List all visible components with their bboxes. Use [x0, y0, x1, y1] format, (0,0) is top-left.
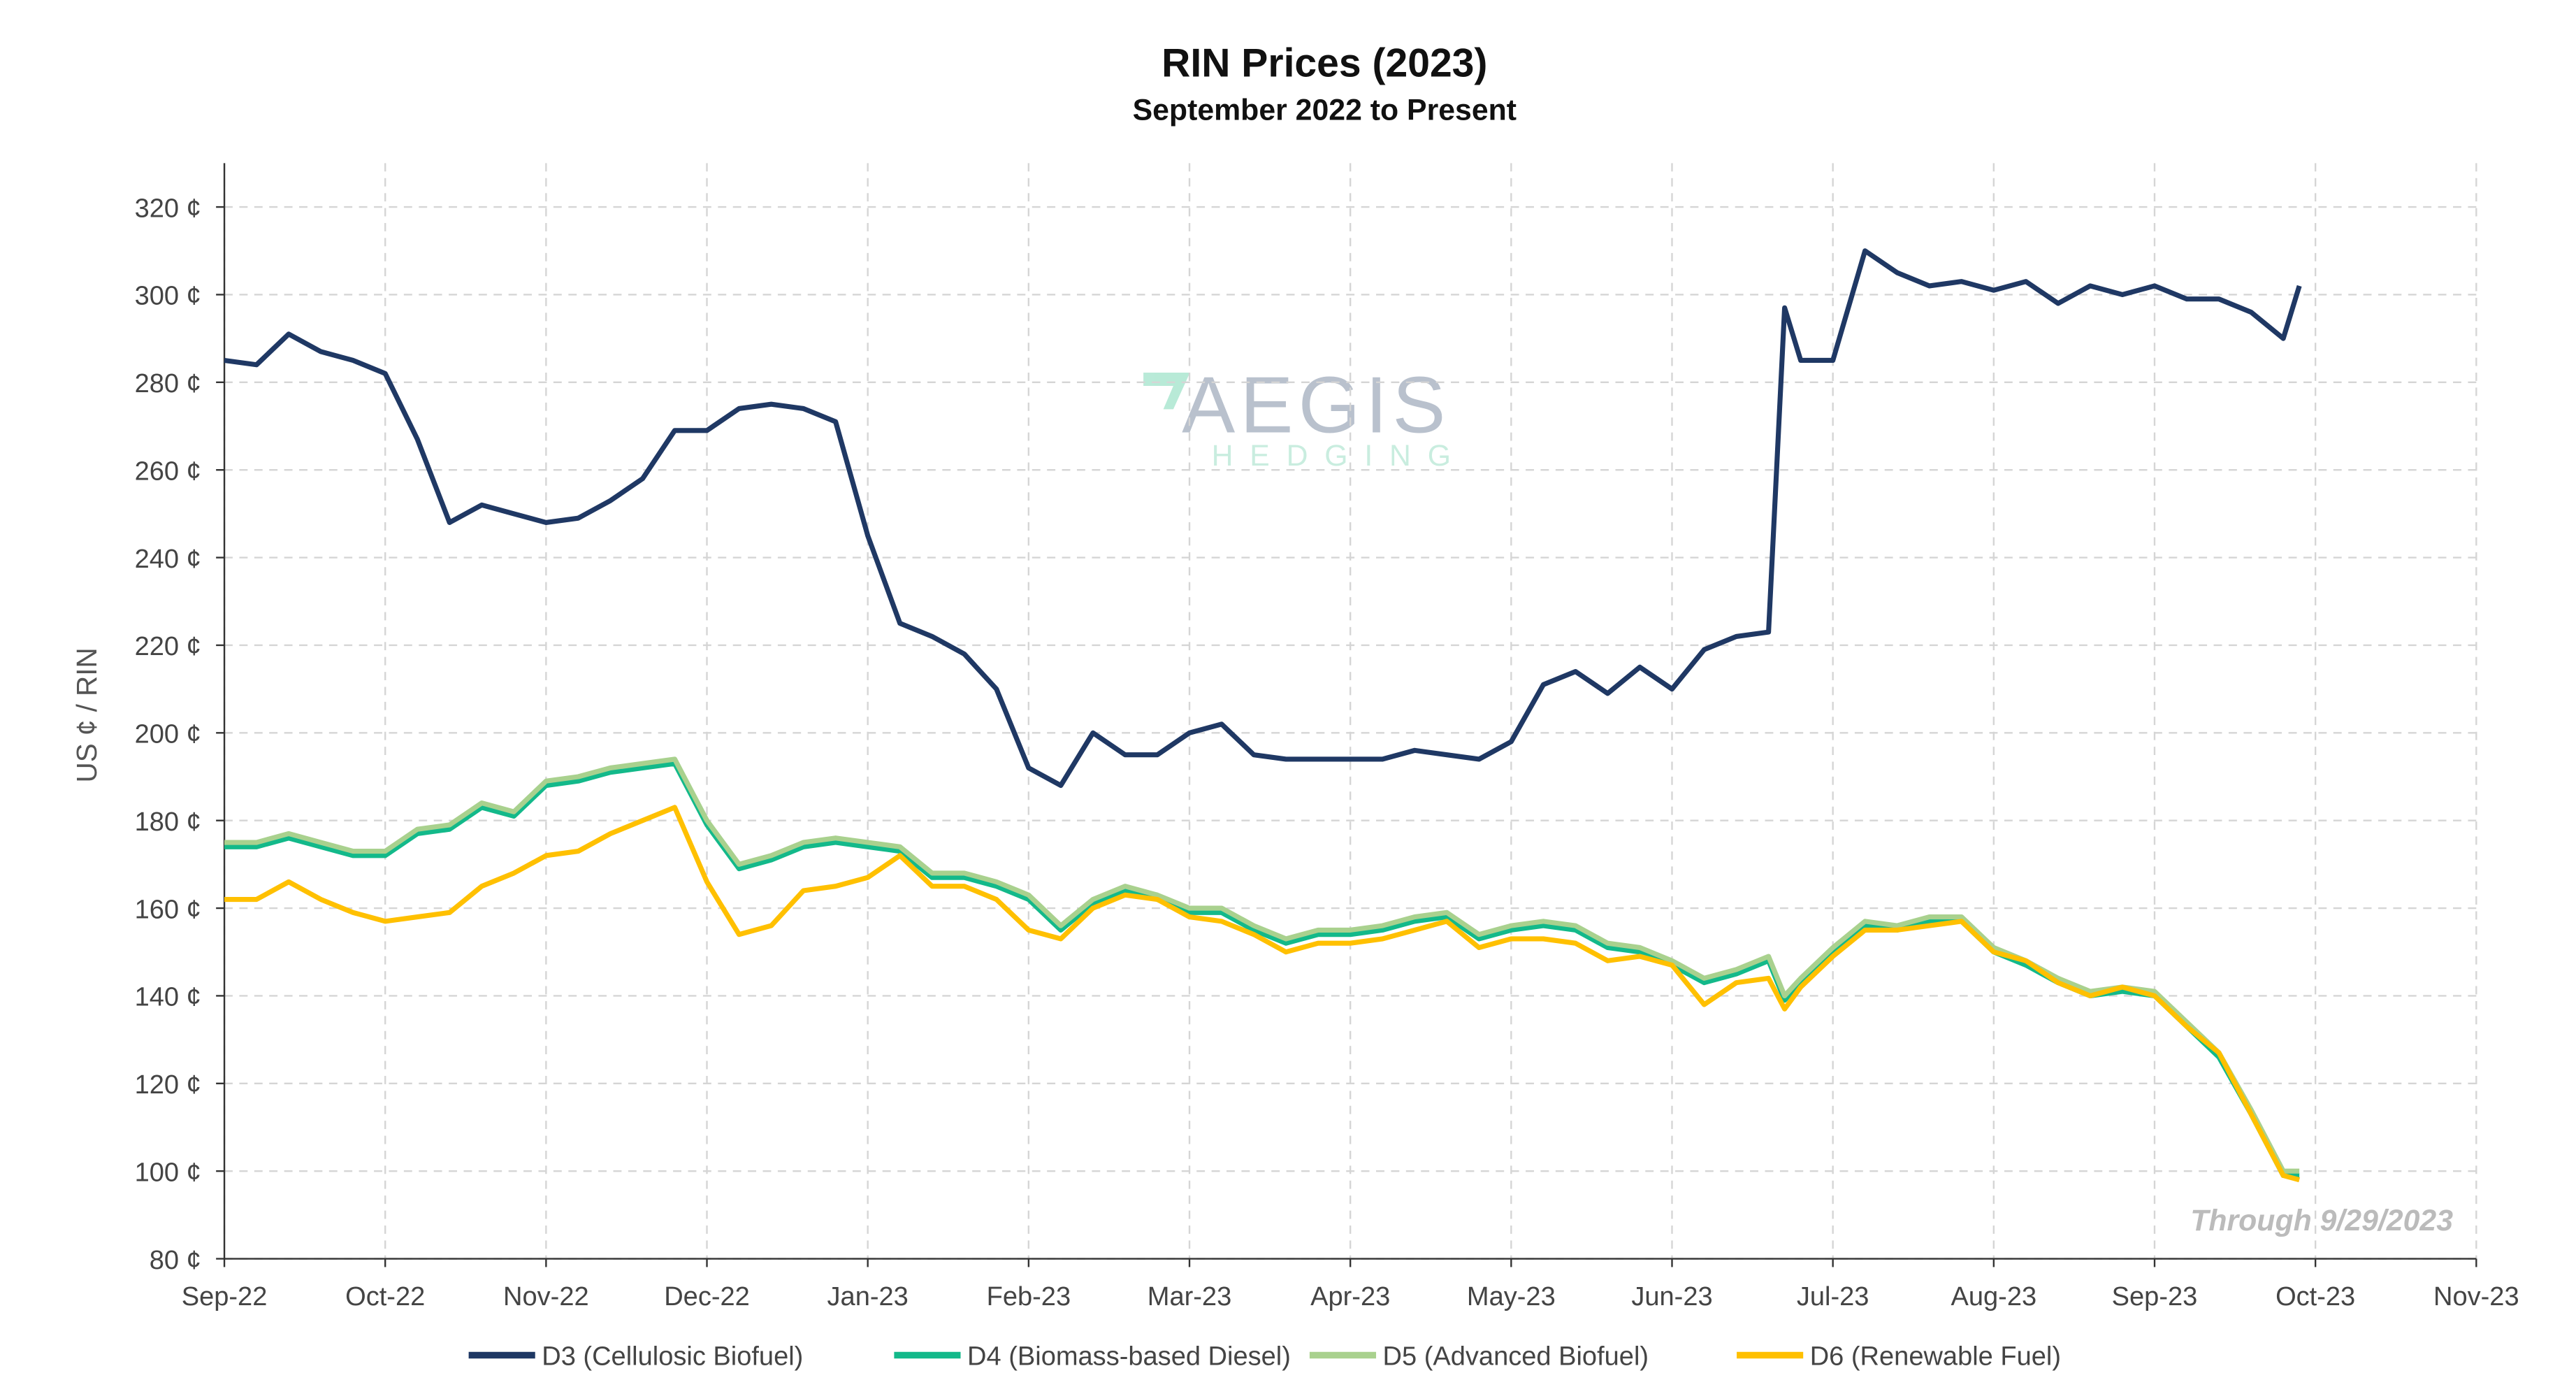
- legend-item: D6 (Renewable Fuel): [1737, 1342, 2061, 1372]
- y-tick-label: 240 ¢: [135, 545, 201, 574]
- x-tick-label: Nov-22: [503, 1282, 589, 1311]
- legend-label: D5 (Advanced Biofuel): [1383, 1342, 1649, 1372]
- series-line: [224, 805, 2301, 1183]
- x-tick-label: Nov-23: [2433, 1282, 2519, 1311]
- x-tick-label: Dec-22: [664, 1282, 750, 1311]
- x-tick-label: Jan-23: [827, 1282, 909, 1311]
- y-axis-label: US ¢ / RIN: [71, 647, 103, 782]
- x-tick-label: Jun-23: [1631, 1282, 1712, 1311]
- chart-subtitle: September 2022 to Present: [1133, 94, 1517, 127]
- legend-item: D4 (Biomass-based Diesel): [894, 1342, 1291, 1372]
- legend-label: D4 (Biomass-based Diesel): [967, 1342, 1291, 1372]
- y-tick-label: 300 ¢: [135, 282, 201, 311]
- y-tick-label: 140 ¢: [135, 983, 201, 1012]
- legend-label: D6 (Renewable Fuel): [1810, 1342, 2061, 1372]
- series-line: [224, 756, 2300, 1174]
- legend-label: D3 (Cellulosic Biofuel): [542, 1342, 803, 1372]
- series-line: [224, 761, 2300, 1179]
- y-tick-label: 200 ¢: [135, 720, 201, 749]
- y-tick-label: 320 ¢: [135, 194, 201, 223]
- y-tick-label: 180 ¢: [135, 807, 201, 837]
- y-tick-label: 80 ¢: [150, 1246, 201, 1275]
- series-line: [224, 248, 2302, 789]
- y-tick-label: 160 ¢: [135, 895, 201, 924]
- x-tick-label: May-23: [1467, 1282, 1556, 1311]
- x-tick-label: Sep-22: [182, 1282, 268, 1311]
- y-tick-label: 120 ¢: [135, 1070, 201, 1100]
- x-tick-label: Sep-23: [2112, 1282, 2198, 1311]
- x-tick-label: Oct-22: [345, 1282, 425, 1311]
- y-tick-label: 280 ¢: [135, 369, 201, 398]
- watermark-text: HEDGING: [1212, 439, 1468, 473]
- y-tick-label: 260 ¢: [135, 457, 201, 486]
- x-tick-label: Oct-23: [2275, 1282, 2355, 1311]
- chart-title: RIN Prices (2023): [1162, 41, 1487, 86]
- y-tick-label: 100 ¢: [135, 1158, 201, 1187]
- legend-item: D5 (Advanced Biofuel): [1309, 1342, 1649, 1372]
- x-tick-label: Apr-23: [1310, 1282, 1390, 1311]
- watermark-text: AEGIS: [1182, 361, 1451, 450]
- x-tick-label: Mar-23: [1148, 1282, 1231, 1311]
- y-tick-label: 220 ¢: [135, 632, 201, 661]
- grid: [223, 163, 2477, 1260]
- legend-item: D3 (Cellulosic Biofuel): [468, 1342, 803, 1372]
- x-tick-label: Jul-23: [1797, 1282, 1869, 1311]
- x-tick-label: Aug-23: [1951, 1282, 2037, 1311]
- x-tick-label: Feb-23: [987, 1282, 1071, 1311]
- annotation: Through 9/29/2023: [2190, 1204, 2453, 1237]
- watermark: AEGIS HEDGING: [1143, 361, 1468, 473]
